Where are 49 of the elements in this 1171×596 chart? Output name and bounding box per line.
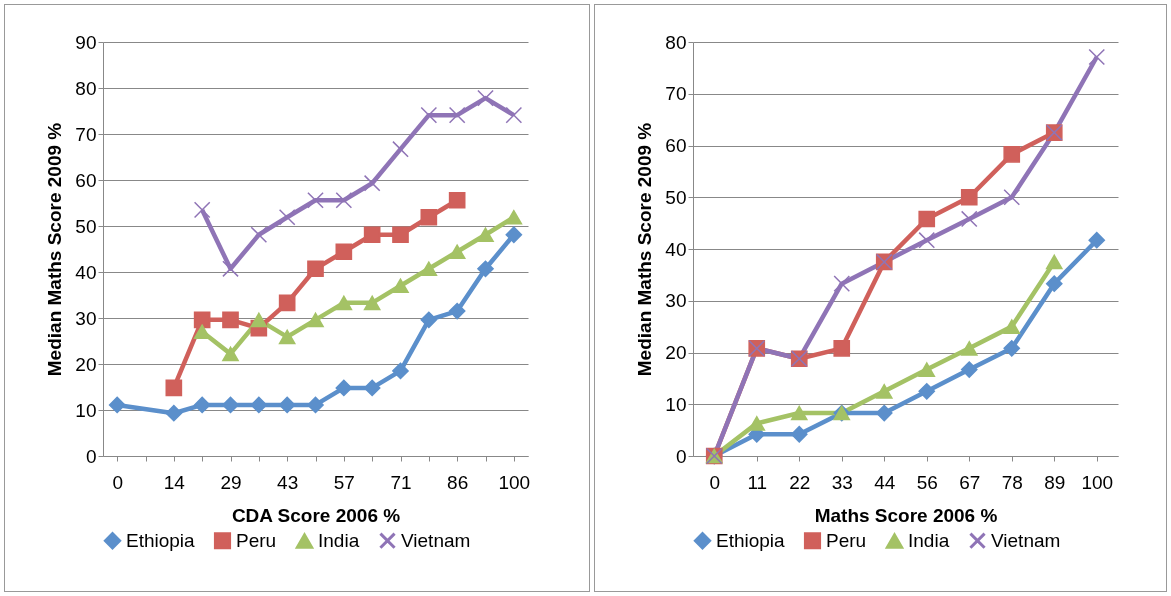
- x-tick-label: 22: [789, 471, 811, 493]
- legend-label: India: [908, 530, 950, 552]
- y-tick-label: 50: [75, 215, 97, 237]
- y-tick-label: 40: [665, 238, 687, 260]
- y-axis-title: Median Maths Score 2009 %: [44, 122, 66, 377]
- x-tick-label: 71: [390, 471, 412, 493]
- x-tick-label: 11: [747, 471, 768, 493]
- x-tick-label: 43: [277, 471, 299, 493]
- y-tick-label: 20: [665, 342, 687, 363]
- x-tick-label: 44: [874, 471, 896, 493]
- x-tick-label: 67: [959, 471, 981, 493]
- y-tick-label: 0: [85, 445, 97, 467]
- x-axis-title: Maths Score 2006 %: [814, 504, 998, 526]
- x-tick-label: 0: [709, 471, 721, 493]
- y-tick-label: 20: [75, 353, 97, 375]
- x-tick-label: 57: [333, 471, 355, 493]
- y-tick-label: 60: [75, 169, 97, 191]
- y-tick-label: 30: [75, 307, 97, 329]
- y-tick-label: 80: [665, 31, 687, 53]
- legend-label: Peru: [236, 529, 277, 551]
- y-tick-label: 10: [75, 399, 97, 421]
- legend-label: Vietnam: [991, 529, 1061, 551]
- x-tick-label: 89: [1044, 471, 1066, 493]
- x-tick-label: 29: [220, 471, 242, 493]
- y-tick-label: 0: [675, 445, 687, 467]
- x-tick-label: 0: [112, 471, 123, 493]
- legend-label: Peru: [826, 529, 867, 551]
- y-axis-title: Median Maths Score 2009 %: [634, 122, 656, 377]
- x-tick-label: 56: [916, 471, 938, 493]
- legend-label: India: [318, 530, 360, 552]
- y-tick-label: 70: [75, 123, 97, 145]
- y-tick-label: 30: [665, 290, 687, 312]
- y-tick-label: 60: [665, 135, 687, 156]
- y-tick-label: 80: [75, 77, 97, 99]
- x-axis-title: CDA Score 2006 %: [231, 504, 401, 526]
- y-tick-label: 70: [665, 83, 687, 105]
- y-tick-label: 40: [75, 261, 97, 283]
- y-tick-label: 90: [75, 31, 97, 53]
- x-tick-label: 14: [163, 471, 186, 493]
- x-tick-label: 100: [498, 471, 531, 493]
- legend-label: Ethiopia: [716, 529, 786, 551]
- x-tick-label: 100: [1081, 471, 1114, 493]
- x-tick-label: 78: [1001, 471, 1023, 493]
- y-tick-label: 50: [665, 186, 687, 208]
- legend-label: Vietnam: [401, 529, 471, 551]
- legend-label: Ethiopia: [126, 529, 196, 551]
- x-tick-label: 33: [831, 471, 853, 493]
- y-tick-label: 10: [665, 393, 687, 415]
- x-tick-label: 86: [447, 471, 469, 493]
